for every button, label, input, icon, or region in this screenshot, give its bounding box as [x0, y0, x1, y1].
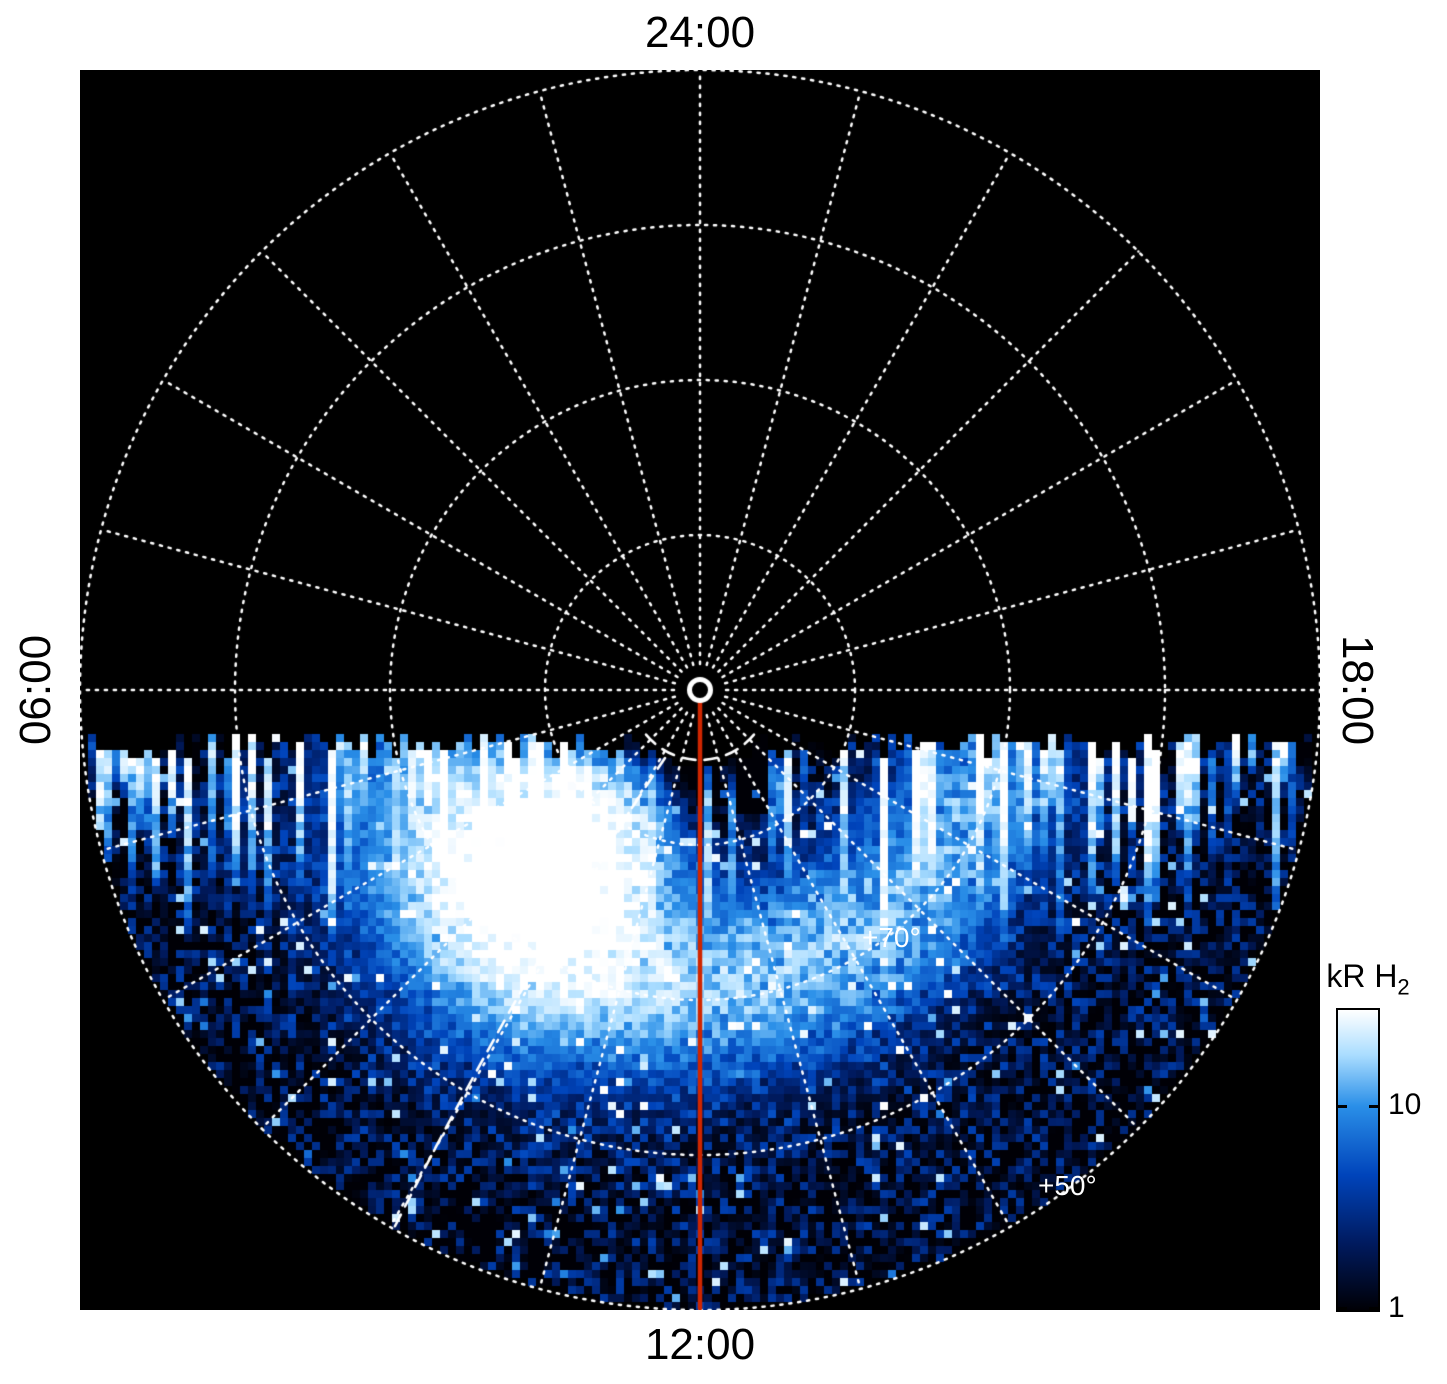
colorbar-tick-label-10: 10 [1388, 1087, 1422, 1121]
colorbar-title-subscript: 2 [1397, 974, 1410, 1000]
hour-label-midnight: 24:00 [644, 8, 756, 57]
colorbar-gradient [1338, 1010, 1378, 1310]
colorbar-title: kR H2 [1326, 958, 1409, 1000]
colorbar-tick-label-1: 1 [1388, 1291, 1405, 1324]
colorbar-title-main: kR H [1326, 958, 1398, 994]
colorbar [1336, 1008, 1380, 1312]
colorbar-tick-mark [1338, 1307, 1347, 1310]
polar-plot-canvas [80, 70, 1320, 1310]
latitude-label-50: +50° [1038, 1170, 1097, 1201]
hour-label-dusk: 18:00 [1333, 634, 1382, 746]
latitude-label-70: +70° [862, 922, 921, 953]
colorbar-tick-mark [1369, 1105, 1378, 1109]
colorbar-tick-mark [1338, 1105, 1347, 1109]
hour-label-dawn: 06:00 [11, 634, 60, 746]
colorbar-tick-mark [1369, 1307, 1378, 1310]
hour-label-noon: 12:00 [644, 1320, 756, 1369]
polar-plot-area: +70° +50° [80, 70, 1320, 1310]
